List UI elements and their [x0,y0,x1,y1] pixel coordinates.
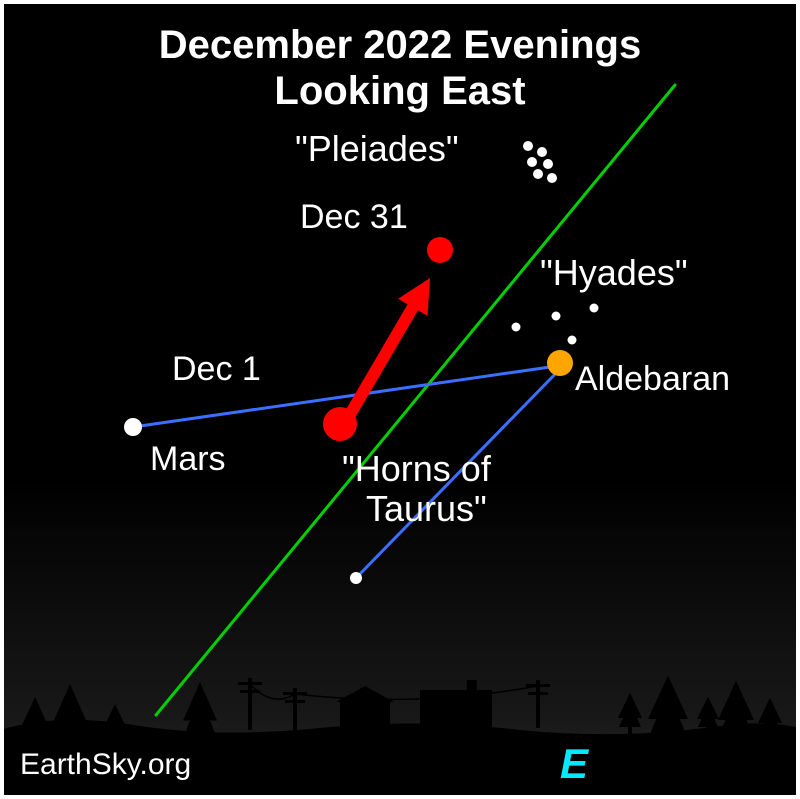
label-aldebaran: Aldebaran [575,360,730,399]
hyades-cluster [512,304,599,345]
aldebaran-star [547,350,573,376]
pleiades-cluster [523,141,557,183]
label-horns-line2: Taurus" [366,488,487,530]
credit-text: EarthSky.org [20,748,191,782]
compass-east: E [560,740,588,788]
label-dec31: Dec 31 [300,198,408,237]
label-mars: Mars [150,440,226,479]
ecliptic-line [156,85,675,715]
label-pleiades: "Pleiades" [295,128,459,170]
chart-svg [0,0,800,799]
label-horns-line1: "Horns of [342,448,491,490]
sky-chart: December 2022 Evenings Looking East "Ple… [0,0,800,799]
chart-title: December 2022 Evenings Looking East [0,22,800,114]
label-hyades: "Hyades" [540,252,688,294]
label-dec1: Dec 1 [172,350,261,389]
